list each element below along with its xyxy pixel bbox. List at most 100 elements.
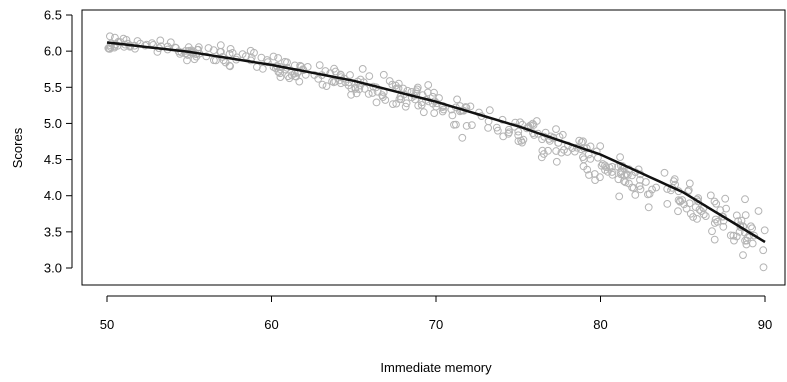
data-point — [732, 232, 741, 241]
data-point — [622, 170, 631, 178]
data-point — [710, 219, 719, 227]
data-point — [419, 108, 428, 117]
data-point — [544, 146, 552, 155]
data-point — [372, 98, 381, 107]
data-point — [719, 222, 728, 231]
data-point — [563, 148, 572, 156]
y-tick-label: 5.0 — [44, 116, 62, 131]
data-point — [552, 157, 561, 166]
data-point — [204, 44, 213, 52]
data-point — [166, 38, 175, 47]
data-point — [202, 52, 211, 61]
data-point — [355, 85, 364, 94]
data-point — [485, 106, 494, 115]
data-point — [660, 168, 669, 177]
data-point — [699, 210, 708, 219]
data-point — [526, 121, 535, 130]
data-point — [579, 137, 587, 146]
y-tick-label: 3.0 — [44, 261, 62, 276]
data-point — [742, 240, 751, 249]
data-point — [368, 89, 377, 97]
data-point — [760, 226, 769, 235]
data-point — [629, 184, 638, 192]
y-tick-label: 5.5 — [44, 80, 62, 95]
data-point — [389, 100, 397, 108]
data-point — [468, 121, 476, 129]
data-point — [710, 235, 719, 244]
x-axis: 50 60 70 80 90 — [100, 295, 772, 332]
data-point — [156, 36, 165, 45]
data-point — [514, 131, 523, 140]
data-point — [674, 196, 683, 205]
data-point — [729, 231, 738, 240]
data-point — [274, 54, 283, 62]
data-point — [505, 128, 514, 137]
data-point — [257, 53, 266, 62]
data-point — [596, 142, 605, 151]
data-point — [608, 168, 616, 176]
data-point — [615, 192, 624, 201]
data-point — [722, 204, 730, 213]
data-point — [225, 61, 234, 70]
data-point — [625, 179, 633, 188]
y-tick-label: 6.5 — [44, 8, 62, 23]
data-point — [385, 77, 394, 85]
data-point — [133, 37, 142, 45]
data-point — [711, 215, 720, 224]
data-point — [402, 99, 411, 108]
data-point — [575, 136, 584, 145]
data-point — [448, 111, 457, 120]
data-point — [417, 101, 426, 109]
data-point — [346, 71, 354, 79]
data-point — [712, 199, 721, 208]
data-point — [648, 185, 656, 194]
data-point — [620, 171, 629, 180]
data-point — [106, 32, 114, 41]
data-point — [322, 82, 331, 90]
data-point — [652, 183, 660, 192]
data-point — [614, 175, 623, 184]
data-point — [331, 67, 340, 76]
plot-frame — [81, 9, 786, 286]
y-tick-label: 6.0 — [44, 44, 62, 59]
data-point — [514, 127, 523, 136]
data-point — [493, 126, 502, 135]
data-point — [732, 211, 741, 220]
x-tick-label: 50 — [100, 317, 114, 332]
data-point — [401, 102, 410, 111]
data-point — [585, 171, 593, 179]
data-point — [216, 41, 225, 50]
y-tick-label: 4.5 — [44, 152, 62, 167]
data-point — [233, 53, 241, 62]
data-point — [328, 77, 337, 86]
data-point — [739, 251, 747, 260]
points-layer — [104, 32, 769, 272]
data-point — [283, 58, 291, 67]
data-point — [315, 61, 324, 69]
data-point — [693, 215, 701, 223]
data-point — [381, 96, 390, 104]
data-point — [295, 77, 304, 86]
data-point — [276, 69, 285, 78]
data-point — [741, 211, 750, 220]
data-point — [226, 62, 235, 71]
data-point — [748, 224, 756, 233]
data-point — [617, 170, 625, 179]
data-point — [394, 79, 403, 88]
data-point — [397, 95, 405, 104]
data-point — [423, 88, 432, 97]
data-point — [682, 204, 691, 213]
data-point — [676, 197, 684, 206]
y-axis-title: Scores — [10, 127, 25, 168]
data-point — [318, 80, 327, 89]
data-point — [458, 133, 467, 142]
data-point — [689, 213, 697, 221]
y-tick-label: 4.0 — [44, 188, 62, 203]
data-point — [352, 89, 361, 98]
data-point — [413, 83, 422, 92]
data-point — [663, 200, 672, 208]
data-point — [499, 132, 508, 141]
data-point — [694, 197, 702, 206]
data-point — [741, 195, 749, 204]
